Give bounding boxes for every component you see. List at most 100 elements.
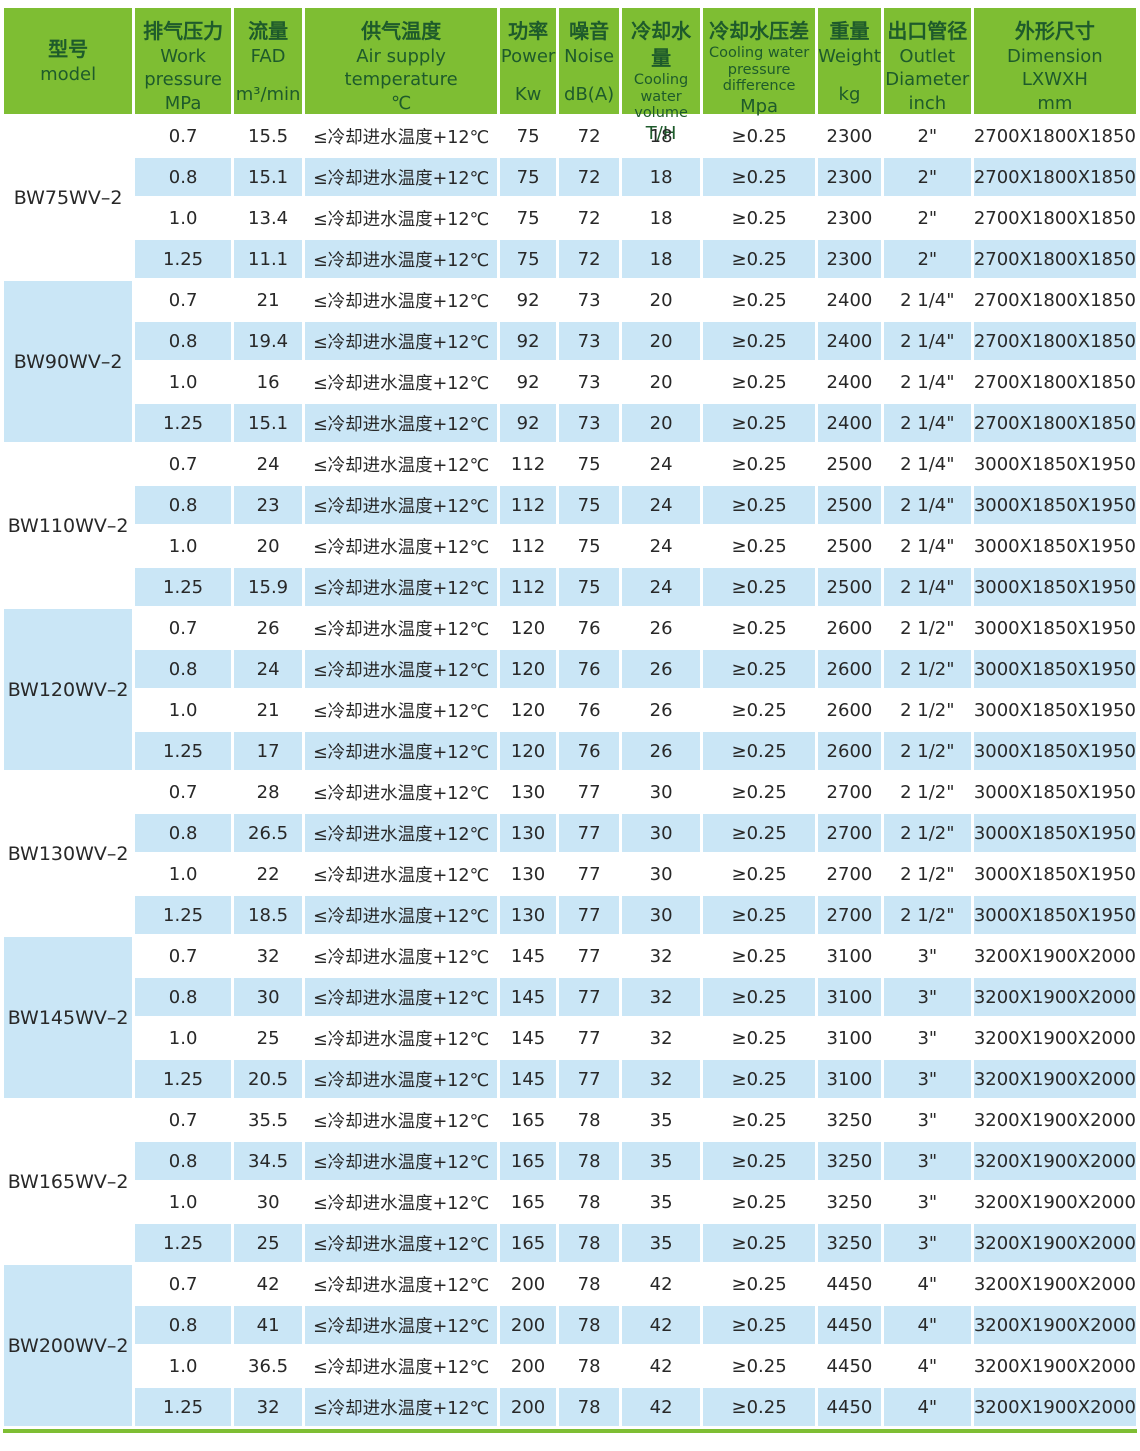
cell-cooling-volume: 42	[622, 1306, 701, 1344]
cell-dimension: 3000X1850X1950	[973, 855, 1136, 893]
cell-dimension: 2700X1800X1850	[973, 363, 1136, 401]
cell-cooling-volume: 18	[622, 199, 701, 237]
cell-weight: 2300	[818, 158, 881, 196]
cell-dimension: 3000X1850X1950	[973, 445, 1136, 483]
cell-outlet: 2"	[883, 240, 971, 278]
cell-temp: ≤冷却进水温度+12℃	[305, 158, 498, 196]
spec-row: 1.25 20.5 ≤冷却进水温度+12℃ 145 77 32 ≥0.25 3100 3" 320…	[4, 1060, 1136, 1098]
cell-fad: 20	[234, 527, 303, 565]
spec-row: 0.8 23 ≤冷却进水温度+12℃ 112 75 24 ≥0.25 2500 2 1/4" 30…	[4, 486, 1136, 524]
cell-power: 112	[500, 445, 557, 483]
cell-power: 130	[500, 814, 557, 852]
cell-power: 120	[500, 650, 557, 688]
cell-fad: 11.1	[234, 240, 303, 278]
col-header-cooling-water-volume: 冷却水量CoolingwatervolumeT/H	[622, 8, 701, 144]
cell-cooling-volume: 26	[622, 609, 701, 647]
cell-weight: 3100	[818, 937, 881, 975]
spec-row: 0.8 30 ≤冷却进水温度+12℃ 145 77 32 ≥0.25 3100 3" 3200X1…	[4, 978, 1136, 1016]
spec-row: 1.25 15.9 ≤冷却进水温度+12℃ 112 75 24 ≥0.25 2500 2 1/4…	[4, 568, 1136, 606]
cell-weight: 2400	[818, 404, 881, 442]
col-header-power: 功率 Power Kw	[500, 8, 557, 114]
cell-pressure: 1.0	[135, 363, 232, 401]
cell-cooling-volume: 32	[622, 978, 701, 1016]
cell-dimension: 3200X1900X2000	[973, 1101, 1136, 1139]
cell-noise: 77	[559, 1060, 620, 1098]
cell-outlet: 2"	[883, 158, 971, 196]
cell-temp: ≤冷却进水温度+12℃	[305, 1101, 498, 1139]
cell-dimension: 2700X1800X1850	[973, 117, 1136, 155]
cell-weight: 4450	[818, 1306, 881, 1344]
cell-weight: 2500	[818, 445, 881, 483]
spec-row: 0.8 15.1 ≤冷却进水温度+12℃ 75 72 18 ≥0.25 2300 2" 2700X…	[4, 158, 1136, 196]
cell-outlet: 2 1/4"	[883, 527, 971, 565]
cell-temp: ≤冷却进水温度+12℃	[305, 1060, 498, 1098]
cell-noise: 77	[559, 1019, 620, 1057]
cell-cooling-volume: 30	[622, 896, 701, 934]
cell-noise: 78	[559, 1265, 620, 1303]
cell-fad: 35.5	[234, 1101, 303, 1139]
cell-pressure: 0.8	[135, 650, 232, 688]
cell-pressure: 1.25	[135, 1388, 232, 1426]
spec-row: BW90WV–2 0.7 21 ≤冷却进水温度+12℃ 92 73 20 ≥0.25 2400 2…	[4, 281, 1136, 442]
cell-cooling-pressure: ≥0.25	[703, 732, 816, 770]
cell-temp: ≤冷却进水温度+12℃	[305, 527, 498, 565]
cell-noise: 72	[559, 240, 620, 278]
cell-cooling-volume: 30	[622, 814, 701, 852]
cell-weight: 2700	[818, 814, 881, 852]
cell-dimension: 3200X1900X2000	[973, 937, 1136, 975]
cell-noise: 78	[559, 1347, 620, 1385]
cell-cooling-volume: 30	[622, 855, 701, 893]
cell-noise: 75	[559, 568, 620, 606]
cell-fad: 15.5	[234, 117, 303, 155]
cell-weight: 2300	[818, 117, 881, 155]
cell-fad: 22	[234, 855, 303, 893]
cell-cooling-volume: 24	[622, 568, 701, 606]
cell-noise: 73	[559, 404, 620, 442]
cell-temp: ≤冷却进水温度+12℃	[305, 1142, 498, 1180]
cell-weight: 2400	[818, 322, 881, 360]
model-cell: BW145WV–2	[4, 937, 133, 1098]
cell-temp: ≤冷却进水温度+12℃	[305, 568, 498, 606]
cell-weight: 2600	[818, 691, 881, 729]
cell-outlet: 3"	[883, 978, 971, 1016]
cell-temp: ≤冷却进水温度+12℃	[305, 1224, 498, 1262]
cell-weight: 3250	[818, 1183, 881, 1221]
cell-cooling-pressure: ≥0.25	[703, 1183, 816, 1221]
cell-outlet: 2 1/4"	[883, 404, 971, 442]
spec-row: 0.8 26.5 ≤冷却进水温度+12℃ 130 77 30 ≥0.25 2700 2 1/2"…	[4, 814, 1136, 852]
cell-cooling-volume: 35	[622, 1224, 701, 1262]
cell-power: 165	[500, 1224, 557, 1262]
col-header-cooling-water-pressure-difference: 冷却水压差 Cooling water pressure difference Mpa	[703, 8, 816, 117]
cell-cooling-pressure: ≥0.25	[703, 117, 816, 155]
cell-cooling-pressure: ≥0.25	[703, 814, 816, 852]
cell-power: 200	[500, 1347, 557, 1385]
cell-temp: ≤冷却进水温度+12℃	[305, 814, 498, 852]
cell-cooling-pressure: ≥0.25	[703, 1388, 816, 1426]
cell-cooling-volume: 26	[622, 691, 701, 729]
cell-cooling-pressure: ≥0.25	[703, 1224, 816, 1262]
spec-row: BW130WV–2 0.7 28 ≤冷却进水温度+12℃ 130 77 30 ≥0.25 270…	[4, 773, 1136, 934]
model-cell: BW120WV–2	[4, 609, 133, 770]
cell-dimension: 3000X1850X1950	[973, 691, 1136, 729]
cell-cooling-volume: 24	[622, 527, 701, 565]
cell-temp: ≤冷却进水温度+12℃	[305, 1388, 498, 1426]
cell-dimension: 2700X1800X1850	[973, 281, 1136, 319]
cell-weight: 3100	[818, 1060, 881, 1098]
cell-dimension: 2700X1800X1850	[973, 240, 1136, 278]
cell-noise: 78	[559, 1388, 620, 1426]
cell-power: 200	[500, 1306, 557, 1344]
cell-pressure: 1.25	[135, 732, 232, 770]
cell-temp: ≤冷却进水温度+12℃	[305, 1019, 498, 1057]
cell-outlet: 3"	[883, 1142, 971, 1180]
col-header-work-pressure: 排气压力 Work pressure MPa	[135, 8, 232, 114]
cell-weight: 4450	[818, 1347, 881, 1385]
cell-power: 112	[500, 568, 557, 606]
cell-dimension: 3200X1900X2000	[973, 978, 1136, 1016]
cell-dimension: 2700X1800X1850	[973, 199, 1136, 237]
cell-dimension: 3000X1850X1950	[973, 896, 1136, 934]
header-row: 型号 model 排气压力 Work pressure MPa 流量 FAD m³/min …	[4, 8, 1136, 144]
cell-outlet: 2 1/2"	[883, 732, 971, 770]
cell-cooling-volume: 42	[622, 1388, 701, 1426]
cell-weight: 3250	[818, 1142, 881, 1180]
spec-table: 型号 model 排气压力 Work pressure MPa 流量 FAD m³/min …	[1, 5, 1139, 1429]
